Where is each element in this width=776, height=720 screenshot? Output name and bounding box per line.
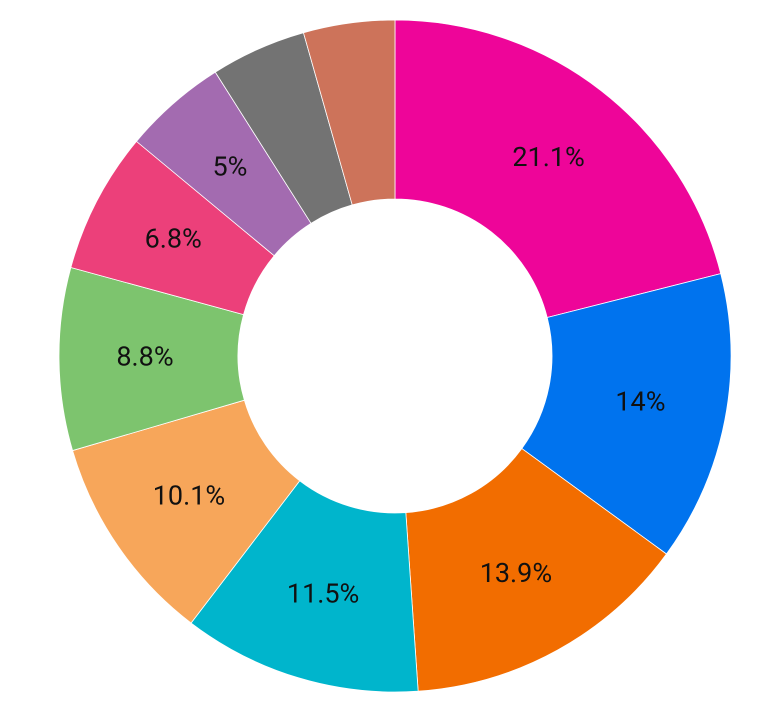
slice-label: 14% (615, 386, 665, 418)
slice (190, 480, 419, 693)
slice (405, 447, 668, 692)
slice-label: 21.1% (512, 141, 584, 173)
slice (521, 273, 732, 555)
slice-label: 5% (212, 150, 247, 182)
slice-label: 10.1% (153, 480, 225, 512)
slice (394, 19, 722, 318)
slice-label: 13.9% (480, 557, 552, 589)
slice-label: 6.8% (145, 223, 202, 255)
slice-label: 8.8% (116, 340, 173, 372)
slice (302, 19, 396, 206)
slice-label: 11.5% (287, 578, 359, 610)
